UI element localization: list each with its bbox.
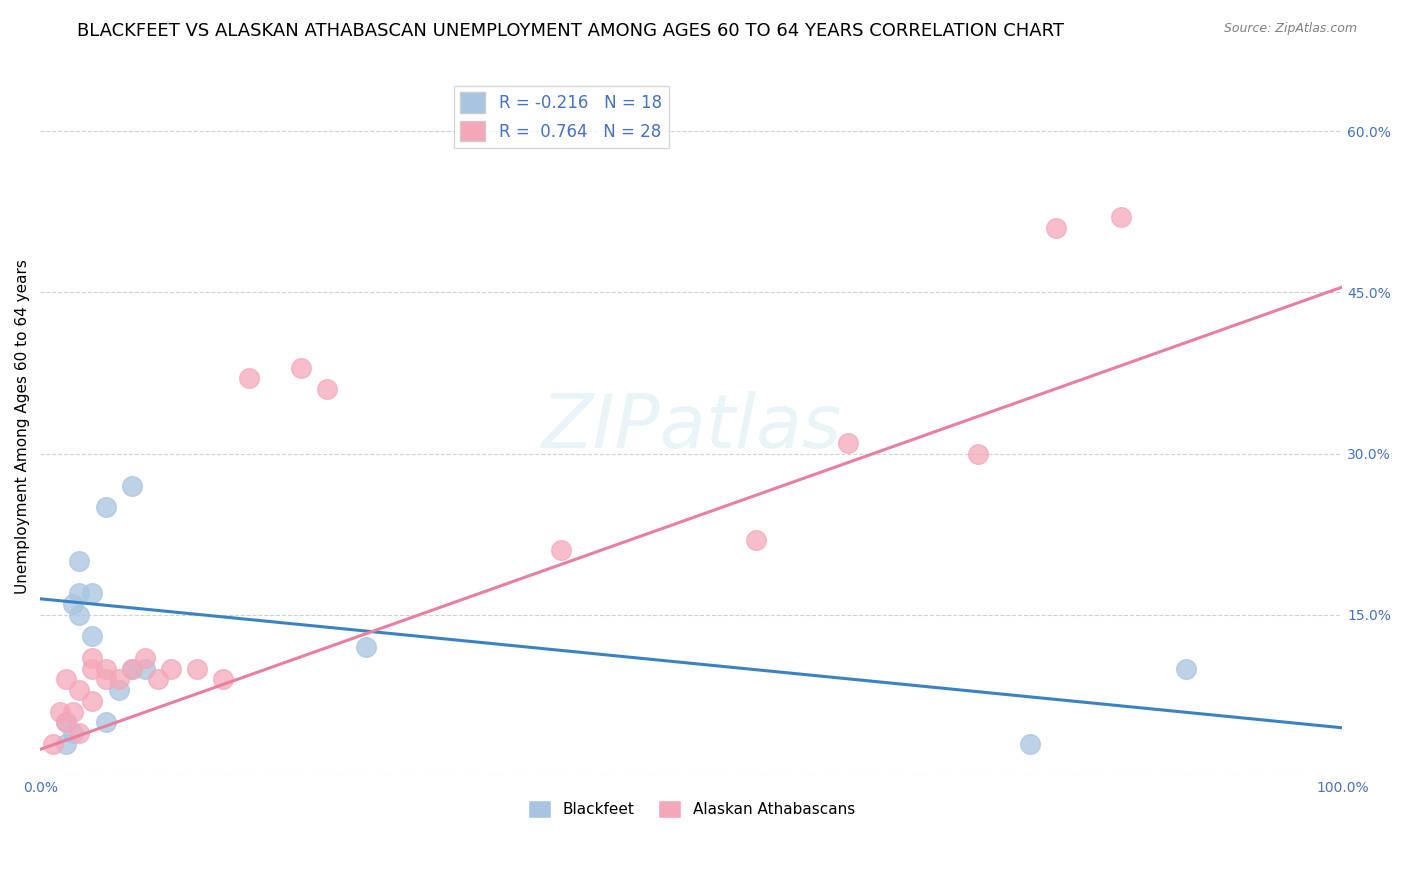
Point — [55, 715, 77, 730]
Point — [55, 673, 77, 687]
Point — [94, 673, 117, 687]
Point — [107, 673, 129, 687]
Point — [69, 683, 91, 698]
Point — [62, 705, 84, 719]
Point — [159, 662, 181, 676]
Y-axis label: Unemployment Among Ages 60 to 64 years: Unemployment Among Ages 60 to 64 years — [15, 260, 30, 594]
Point — [82, 694, 104, 708]
Point — [1109, 210, 1132, 224]
Point — [121, 662, 143, 676]
Point — [94, 500, 117, 515]
Point — [1175, 662, 1198, 676]
Legend: Blackfeet, Alaskan Athabascans: Blackfeet, Alaskan Athabascans — [522, 794, 860, 824]
Text: Source: ZipAtlas.com: Source: ZipAtlas.com — [1223, 22, 1357, 36]
Point — [134, 662, 156, 676]
Point — [315, 382, 337, 396]
Point — [94, 662, 117, 676]
Point — [146, 673, 169, 687]
Point — [42, 737, 65, 751]
Point — [62, 726, 84, 740]
Point — [1018, 737, 1040, 751]
Point — [69, 607, 91, 622]
Point — [121, 662, 143, 676]
Point — [290, 360, 312, 375]
Point — [62, 597, 84, 611]
Point — [82, 629, 104, 643]
Text: BLACKFEET VS ALASKAN ATHABASCAN UNEMPLOYMENT AMONG AGES 60 TO 64 YEARS CORRELATI: BLACKFEET VS ALASKAN ATHABASCAN UNEMPLOY… — [77, 22, 1064, 40]
Point — [107, 683, 129, 698]
Point — [837, 436, 859, 450]
Point — [82, 662, 104, 676]
Point — [69, 726, 91, 740]
Point — [55, 715, 77, 730]
Point — [745, 533, 768, 547]
Point — [238, 371, 260, 385]
Point — [69, 554, 91, 568]
Point — [82, 651, 104, 665]
Point — [1045, 221, 1067, 235]
Point — [49, 705, 72, 719]
Point — [55, 737, 77, 751]
Point — [211, 673, 233, 687]
Point — [94, 715, 117, 730]
Point — [354, 640, 377, 655]
Point — [966, 447, 988, 461]
Point — [121, 479, 143, 493]
Point — [134, 651, 156, 665]
Text: ZIPatlas: ZIPatlas — [541, 391, 841, 463]
Point — [186, 662, 208, 676]
Point — [69, 586, 91, 600]
Point — [550, 543, 572, 558]
Point — [82, 586, 104, 600]
